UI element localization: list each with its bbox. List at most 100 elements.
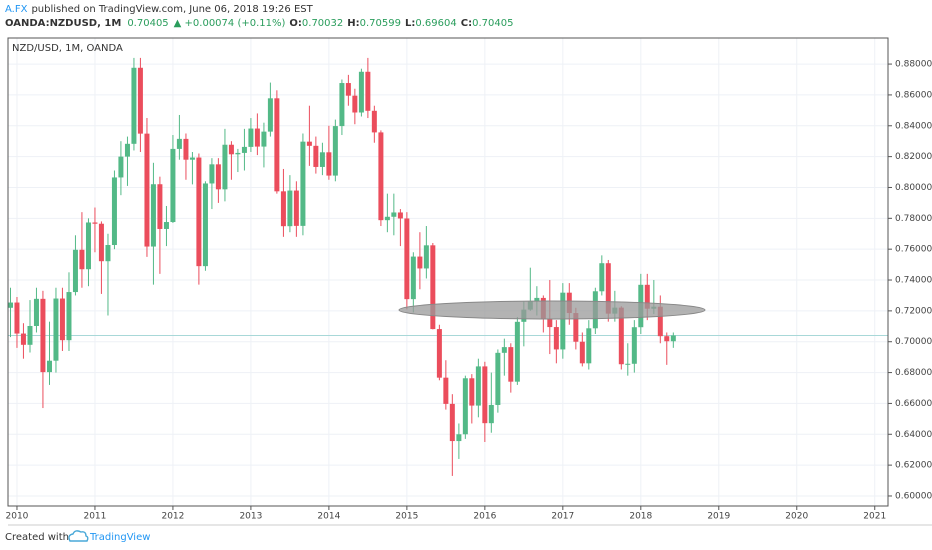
- candle-body: [46, 360, 52, 373]
- candle-body: [508, 347, 514, 382]
- y-tick-label: 0.62000: [895, 461, 932, 471]
- candle-body: [475, 366, 481, 406]
- candle-body: [462, 378, 468, 435]
- candle-body: [391, 212, 397, 217]
- candle-body: [79, 249, 85, 270]
- candle-body: [222, 144, 228, 190]
- footer-brand[interactable]: TradingView: [89, 532, 150, 543]
- candle-body: [579, 341, 585, 364]
- y-tick-label: 0.60000: [895, 491, 932, 501]
- candle-body: [196, 157, 202, 267]
- x-tick-label: 2019: [707, 512, 730, 522]
- candle-body: [66, 292, 72, 341]
- y-tick-label: 0.72000: [895, 306, 932, 316]
- candle-body: [332, 126, 338, 176]
- candle-body: [72, 249, 78, 293]
- candle-body: [189, 157, 195, 160]
- candle-body: [599, 263, 605, 292]
- candle-body: [14, 302, 20, 334]
- candle-body: [319, 152, 325, 167]
- ohlc-value: 0.70599: [360, 18, 401, 29]
- ohlc-label: C:: [461, 18, 472, 29]
- candle-body: [358, 71, 364, 113]
- x-tick-label: 2018: [629, 512, 652, 522]
- candle-body: [501, 347, 507, 353]
- candle-body: [586, 328, 592, 364]
- candle-body: [209, 164, 215, 184]
- candle-body: [40, 298, 46, 373]
- candle-body: [417, 256, 423, 269]
- ellipse-drawing: [398, 300, 706, 320]
- ohlc-label: L:: [405, 18, 415, 29]
- candle-body: [105, 245, 111, 262]
- candle-body: [560, 292, 566, 350]
- candle-body: [495, 352, 501, 405]
- candle-body: [631, 327, 637, 364]
- candle-body: [33, 298, 39, 326]
- candle-body: [111, 177, 117, 246]
- ohlc-value: 0.69604: [415, 18, 456, 29]
- candle-body: [27, 325, 33, 345]
- publish-line: A.FX published on TradingView.com, June 0…: [5, 4, 314, 15]
- y-tick-label: 0.78000: [895, 214, 932, 224]
- candle-body: [53, 298, 59, 361]
- candle-body: [397, 212, 403, 219]
- tradingview-logo: [68, 530, 89, 542]
- candle-body: [365, 71, 371, 111]
- candle-body: [313, 145, 319, 167]
- candle-body: [339, 83, 345, 127]
- candle-body: [378, 132, 384, 221]
- candle-body: [443, 377, 449, 404]
- candle-body: [514, 321, 520, 382]
- x-tick-label: 2013: [239, 512, 262, 522]
- candle-body: [436, 329, 442, 378]
- candle-body: [150, 184, 156, 247]
- candle-body: [482, 366, 488, 424]
- x-tick-label: 2020: [785, 512, 808, 522]
- candle-body: [488, 404, 494, 424]
- x-tick-label: 2015: [395, 512, 418, 522]
- candle-body: [625, 363, 631, 365]
- candle-body: [326, 152, 332, 176]
- candle-body: [293, 190, 299, 226]
- candle-body: [657, 306, 663, 337]
- candle-body: [267, 98, 273, 132]
- candle-body: [423, 245, 429, 269]
- last-price: 0.70405: [127, 18, 168, 29]
- candle-body: [384, 216, 390, 221]
- author[interactable]: A.FX: [5, 4, 28, 15]
- y-tick-label: 0.64000: [895, 430, 932, 440]
- candle-body: [670, 335, 676, 342]
- candle-body: [410, 256, 416, 300]
- candle-body: [92, 222, 98, 224]
- candle-body: [469, 378, 475, 406]
- candle-body: [644, 284, 650, 309]
- candle-body: [241, 146, 247, 153]
- candle-body: [59, 298, 65, 341]
- symbol: OANDA:NZDUSD, 1M: [5, 18, 121, 29]
- candle-body: [144, 133, 150, 247]
- y-tick-label: 0.76000: [895, 245, 932, 255]
- y-tick-label: 0.66000: [895, 399, 932, 409]
- published: published on TradingView.com, June 06, 2…: [31, 4, 313, 15]
- candle-body: [215, 164, 221, 190]
- y-tick-label: 0.68000: [895, 368, 932, 378]
- candle-body: [573, 313, 579, 342]
- candle-body: [235, 152, 241, 155]
- y-tick-label: 0.84000: [895, 121, 932, 131]
- candle-body: [553, 327, 559, 350]
- candle-body: [98, 223, 104, 262]
- ohlc-label: H:: [347, 18, 359, 29]
- candle-body: [547, 318, 553, 328]
- candle-body: [118, 156, 124, 178]
- candle-body: [449, 403, 455, 442]
- ohlc-value: 0.70032: [302, 18, 343, 29]
- ohlc-label: O:: [289, 18, 302, 29]
- candle-body: [280, 191, 286, 227]
- y-tick-label: 0.74000: [895, 276, 932, 286]
- candle-body: [20, 333, 26, 345]
- y-tick-label: 0.86000: [895, 90, 932, 100]
- candle-body: [605, 263, 611, 314]
- candle-body: [430, 245, 436, 330]
